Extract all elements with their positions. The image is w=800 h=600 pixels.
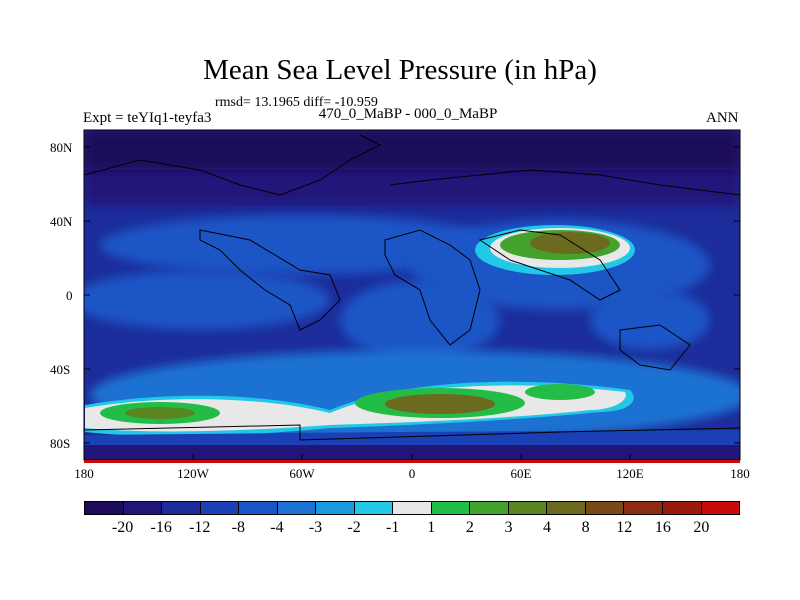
lat-label-40n: 40N: [50, 214, 73, 229]
bottom-edge-band: [84, 460, 740, 463]
colorbar-label: 16: [654, 519, 671, 536]
lon-label-0: 0: [408, 466, 416, 481]
colorbar-segment: [547, 502, 586, 514]
season-label: ANN: [706, 110, 739, 126]
colorbar-segment: [431, 502, 471, 514]
lon-label-120e: 120E: [616, 466, 644, 481]
lon-label-60e: 60E: [510, 466, 532, 481]
lat-label-0: 0: [66, 288, 73, 303]
lon-label-120w: 120W: [177, 466, 209, 481]
experiment-label: Expt = teYIq1-teyfa3: [83, 110, 212, 126]
period-label: 470_0_MaBP - 000_0_MaBP: [318, 106, 498, 122]
lon-label-180w: 180: [74, 466, 94, 481]
colorbar-label: -3: [308, 519, 323, 536]
colorbar-segment: [662, 502, 702, 514]
colorbar-label: 8: [581, 519, 590, 536]
lat-label-80s: 80S: [50, 436, 71, 451]
colorbar-segment: [585, 502, 625, 514]
colorbar-segment: [470, 502, 509, 514]
stats-text: rmsd= 13.1965 diff= -10.959: [215, 95, 378, 110]
lat-label-80n: 80N: [50, 140, 73, 155]
colorbar-segment: [123, 502, 163, 514]
colorbar-segment: [354, 502, 394, 514]
colorbar-label: 3: [504, 519, 513, 536]
colorbar: [84, 501, 740, 515]
pressure-field: [84, 130, 740, 460]
lon-label-60w: 60W: [289, 466, 315, 481]
colorbar-segment: [316, 502, 355, 514]
colorbar-segment: [508, 502, 548, 514]
colorbar-label: 1: [427, 519, 436, 536]
colorbar-label: -2: [347, 519, 361, 536]
colorbar-label: 2: [465, 519, 474, 536]
colorbar-label: -12: [189, 519, 211, 536]
colorbar-segment: [701, 502, 740, 514]
lat-label-40s: 40S: [50, 362, 71, 377]
colorbar-label: 4: [543, 519, 552, 536]
colorbar-segment: [239, 502, 278, 514]
colorbar-label: -20: [111, 519, 134, 536]
colorbar-label: -8: [231, 519, 245, 536]
colorbar-segment: [393, 502, 432, 514]
axis-ticks: [84, 146, 740, 460]
colorbar-segment: [277, 502, 317, 514]
colorbar-segment: [162, 502, 201, 514]
colorbar-segment: [85, 502, 124, 514]
colorbar-segment: [624, 502, 663, 514]
colorbar-label: 12: [616, 519, 633, 536]
plot-title: Mean Sea Level Pressure (in hPa): [203, 54, 597, 86]
colorbar-label: -16: [150, 519, 172, 536]
colorbar-label: 20: [693, 519, 710, 536]
colorbar-label: -4: [270, 519, 284, 536]
lon-label-180e: 180: [730, 466, 750, 481]
colorbar-segment: [200, 502, 240, 514]
colorbar-label: -1: [386, 519, 400, 536]
coastlines: [84, 134, 740, 441]
